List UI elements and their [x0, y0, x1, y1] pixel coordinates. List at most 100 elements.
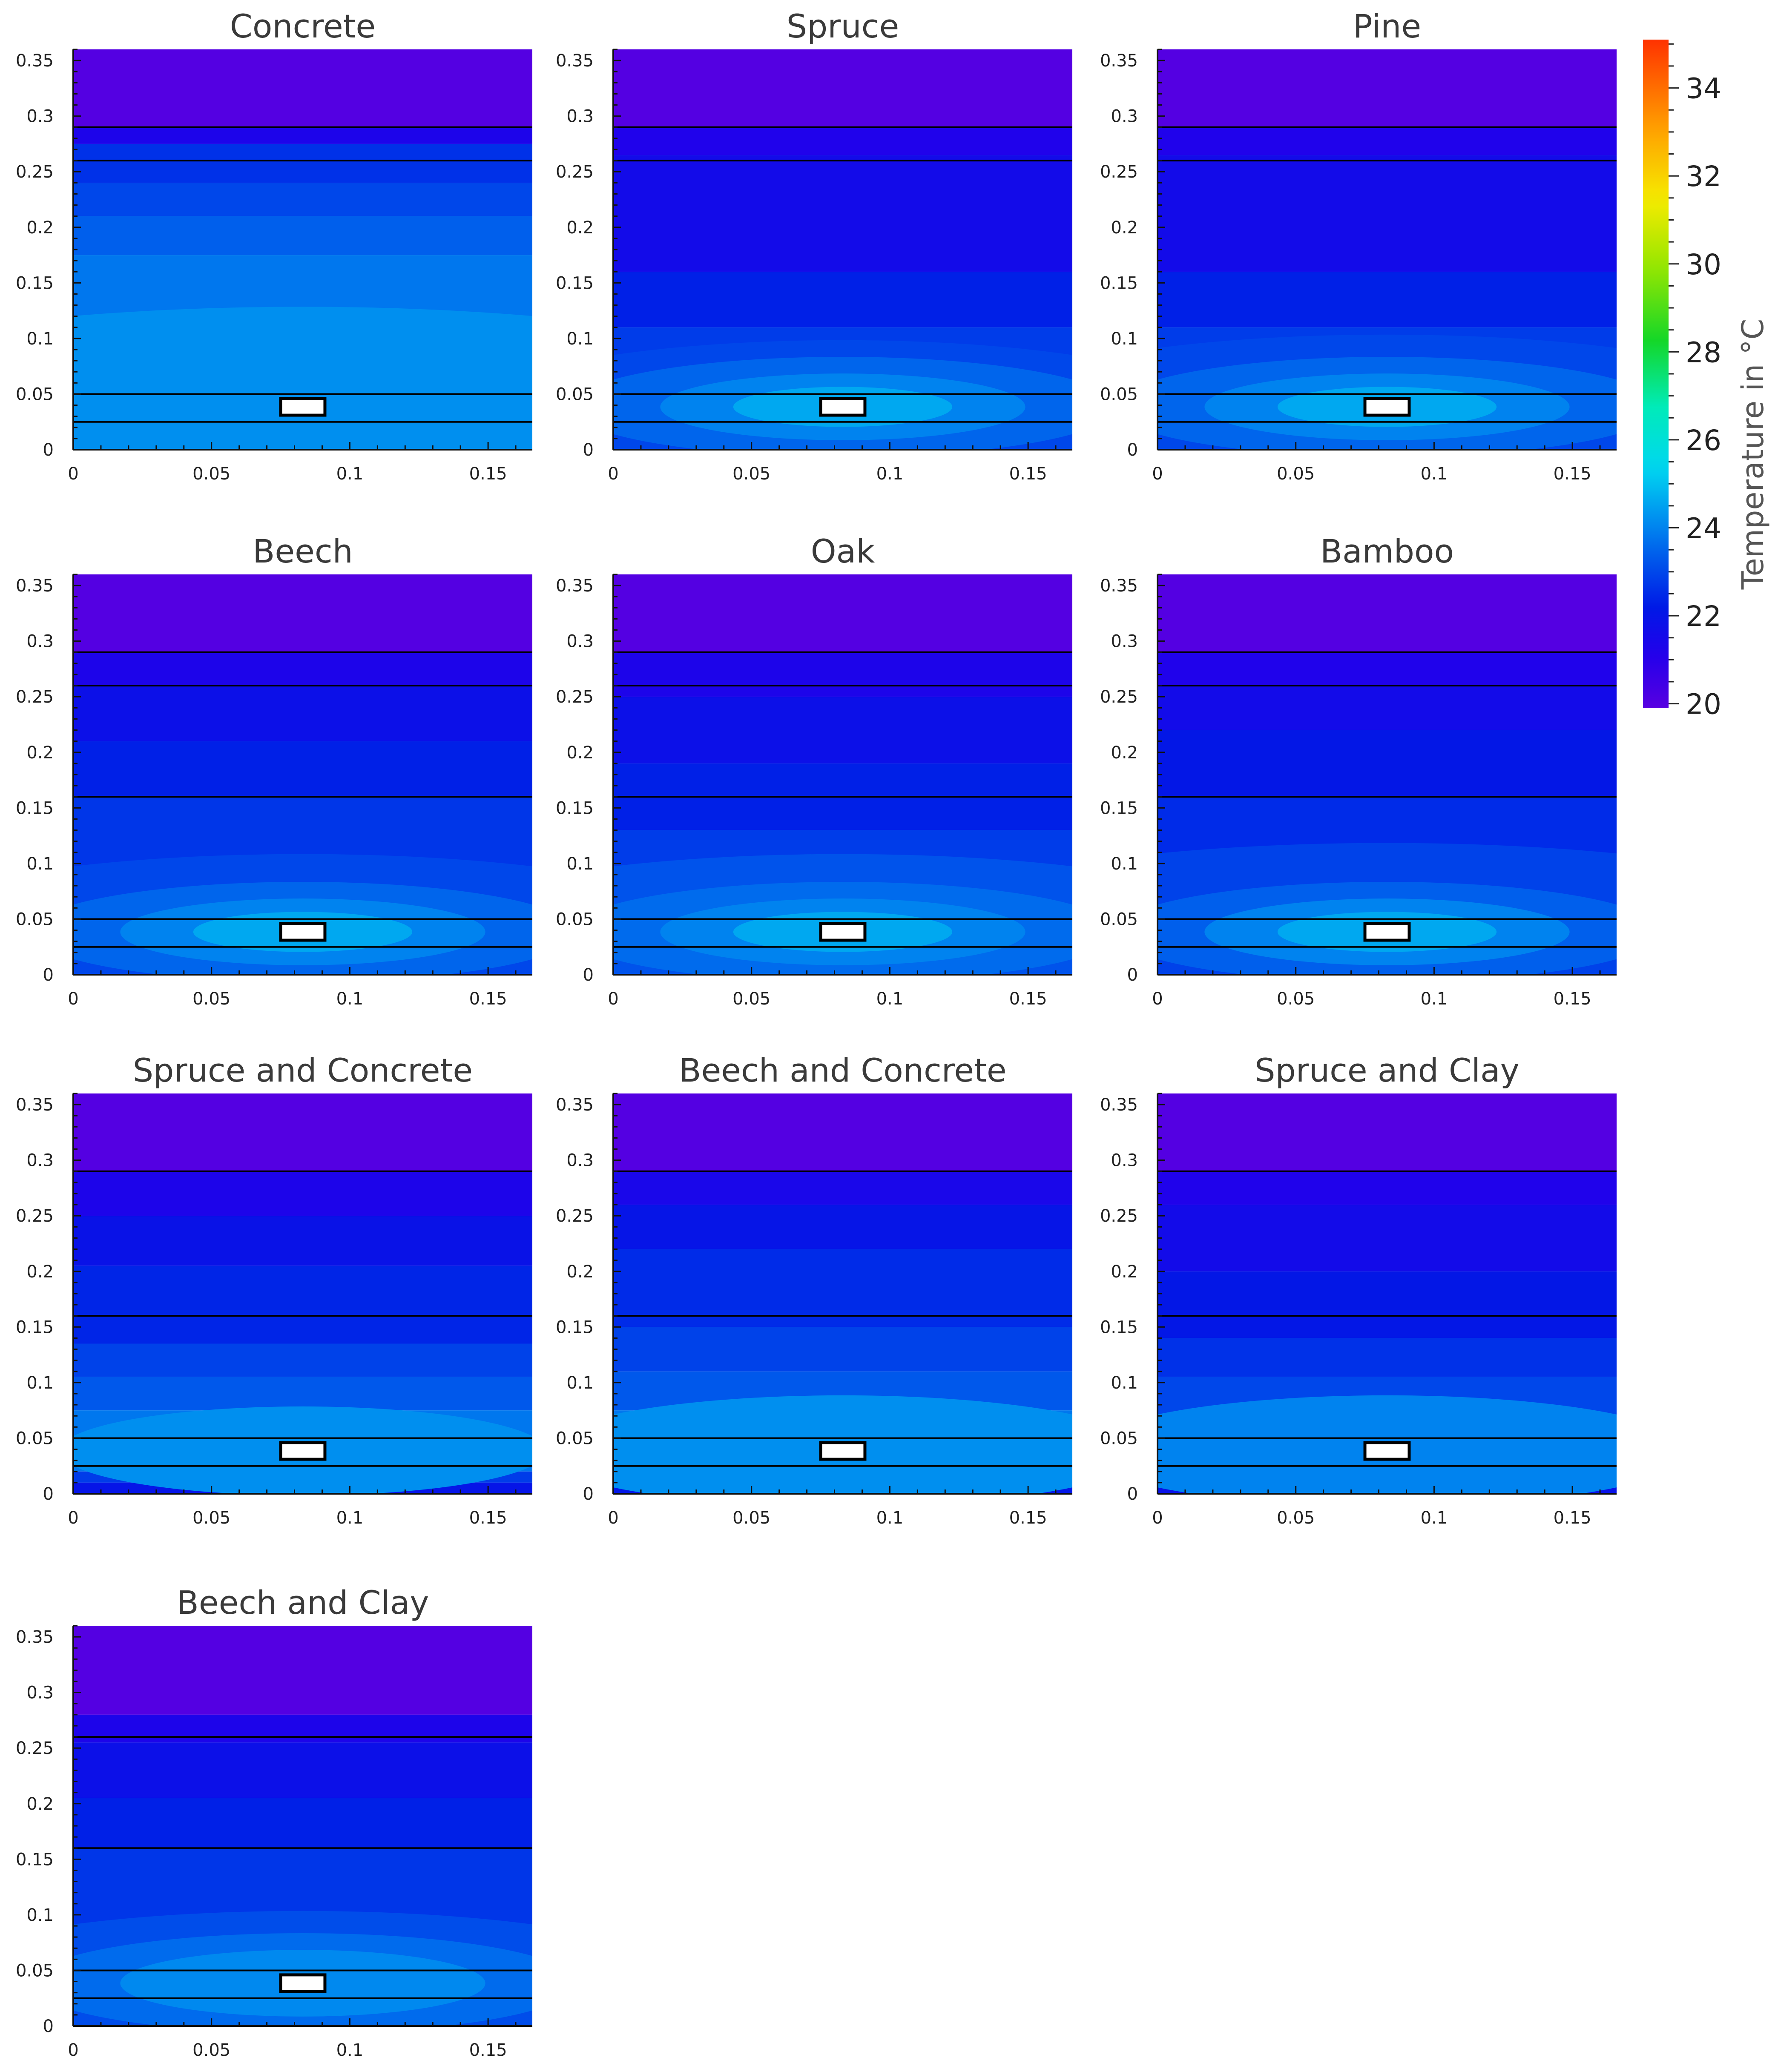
panel-title: Oak [811, 532, 875, 570]
colorbar-tick-label: 28 [1686, 336, 1721, 369]
temperature-band [73, 143, 532, 183]
colorbar-tick-label: 32 [1686, 160, 1721, 193]
heating-pipe [279, 922, 327, 942]
x-tick-label: 0.1 [336, 464, 364, 484]
y-tick-label: 0.25 [556, 687, 594, 707]
y-tick-label: 0.05 [16, 1429, 54, 1448]
y-tick-label: 0.25 [16, 1206, 54, 1226]
y-tick-label: 0.35 [16, 51, 54, 71]
y-tick-label: 0.3 [1111, 107, 1138, 126]
temperature-band [73, 1216, 532, 1266]
y-tick-label: 0.1 [26, 1906, 54, 1925]
y-tick-label: 0.3 [566, 632, 594, 651]
temperature-band [73, 183, 532, 216]
y-tick-label: 0.05 [1100, 910, 1138, 929]
colorbar-tick-label: 26 [1686, 424, 1721, 457]
y-tick-label: 0.15 [1100, 798, 1138, 818]
y-tick-label: 0.1 [26, 329, 54, 349]
heating-pipe [279, 1973, 327, 1993]
y-tick-label: 0 [43, 440, 54, 460]
x-tick-label: 0.15 [469, 1508, 507, 1528]
temperature-band [613, 1249, 1072, 1327]
y-tick-label: 0.15 [16, 273, 54, 293]
temperature-band [613, 1093, 1072, 1171]
y-tick-label: 0.25 [1100, 1206, 1138, 1226]
y-tick-label: 0 [583, 1484, 594, 1504]
x-tick-label: 0.1 [1421, 989, 1448, 1009]
panel-title: Bamboo [1320, 532, 1454, 570]
y-tick-label: 0.3 [566, 107, 594, 126]
y-tick-label: 0.05 [16, 385, 54, 404]
y-tick-label: 0.35 [556, 576, 594, 596]
temperature-band [73, 574, 532, 652]
x-tick-label: 0.05 [192, 2040, 230, 2060]
temperature-band [1158, 1271, 1617, 1338]
y-tick-label: 0.1 [566, 854, 594, 874]
temperature-band [73, 127, 532, 144]
temperature-band [1158, 1171, 1617, 1205]
y-tick-label: 0.3 [566, 1151, 594, 1171]
temperature-band [73, 1626, 532, 1715]
x-tick-label: 0.1 [336, 989, 364, 1009]
y-tick-label: 0.35 [16, 576, 54, 596]
x-tick-label: 0.1 [876, 989, 904, 1009]
colorbar-gradient [1643, 40, 1669, 708]
y-tick-label: 0.25 [1100, 162, 1138, 182]
panel-title: Pine [1353, 7, 1421, 45]
x-tick-label: 0 [68, 464, 78, 484]
x-tick-label: 0 [608, 989, 618, 1009]
contour-field [613, 49, 1072, 450]
temperature-band [613, 155, 1072, 272]
panel-7: Beech and Concrete 0 0.05 0.1 0.15 0.2 0.25 0.3… [556, 1051, 1072, 1528]
temperature-band [73, 741, 532, 797]
x-tick-label: 0.15 [1554, 1508, 1591, 1528]
x-tick-label: 0.15 [1554, 989, 1591, 1009]
panel-6: Spruce and Concrete 0 0.05 0.1 0.15 0.2 0.25 0.… [16, 1051, 532, 1528]
x-tick-label: 0.05 [1277, 1508, 1315, 1528]
x-tick-label: 0.05 [1277, 989, 1315, 1009]
y-tick-label: 0.35 [16, 1627, 54, 1647]
heating-pipe [1363, 397, 1411, 417]
x-tick-label: 0.05 [192, 989, 230, 1009]
y-tick-label: 0 [1127, 965, 1138, 985]
y-tick-label: 0 [1127, 440, 1138, 460]
temperature-band [73, 1343, 532, 1377]
temperature-band [613, 697, 1072, 763]
y-tick-label: 0.35 [1100, 576, 1138, 596]
panel-5: Bamboo 0 0.05 0.1 0.15 0.2 0.25 0.3 0.35 0 0.05 0.1… [1100, 532, 1617, 1009]
x-tick-label: 0 [68, 989, 78, 1009]
hot-zone [73, 307, 532, 450]
temperature-band [1158, 155, 1617, 272]
y-tick-label: 0 [43, 2017, 54, 2036]
contour-field [73, 1093, 532, 1494]
x-tick-label: 0 [608, 1508, 618, 1528]
y-tick-label: 0.35 [556, 1095, 594, 1115]
contour-field [73, 49, 532, 450]
temperature-band [613, 49, 1072, 127]
x-tick-label: 0.1 [1421, 1508, 1448, 1528]
y-tick-label: 0.05 [556, 910, 594, 929]
panel-2: Pine 0 0.05 0.1 0.15 0.2 0.25 0.3 0.35 0 0.05 0.1 0.… [1100, 7, 1617, 484]
heating-pipe [279, 1441, 327, 1461]
temperature-band [73, 1798, 532, 1848]
colorbar: 20 22 24 26 28 30 32 34 Temperature in °C [1643, 40, 1770, 721]
temperature-band [73, 1377, 532, 1411]
temperature-band [1158, 272, 1617, 327]
y-tick-label: 0.15 [16, 1317, 54, 1337]
y-tick-label: 0.15 [556, 798, 594, 818]
y-tick-label: 0.3 [26, 1683, 54, 1703]
x-tick-label: 0.05 [192, 464, 230, 484]
temperature-band [73, 1171, 532, 1216]
temperature-band [613, 1205, 1072, 1249]
panel-3: Beech 0 0.05 0.1 0.15 0.2 0.25 0.3 0.35 0 0.05 0.1 0… [16, 532, 532, 1009]
x-tick-label: 0.15 [469, 989, 507, 1009]
panel-0: Concrete 0 0.05 0.1 0.15 0.2 0.25 0.3 0.35 0 0.05 0… [16, 7, 532, 484]
heating-pipe [1363, 1441, 1411, 1461]
temperature-band [73, 1266, 532, 1344]
y-tick-label: 0.25 [16, 1739, 54, 1758]
y-tick-label: 0.2 [26, 743, 54, 763]
temperature-band [613, 272, 1072, 327]
y-tick-label: 0.15 [1100, 1317, 1138, 1337]
y-tick-label: 0.05 [1100, 385, 1138, 404]
